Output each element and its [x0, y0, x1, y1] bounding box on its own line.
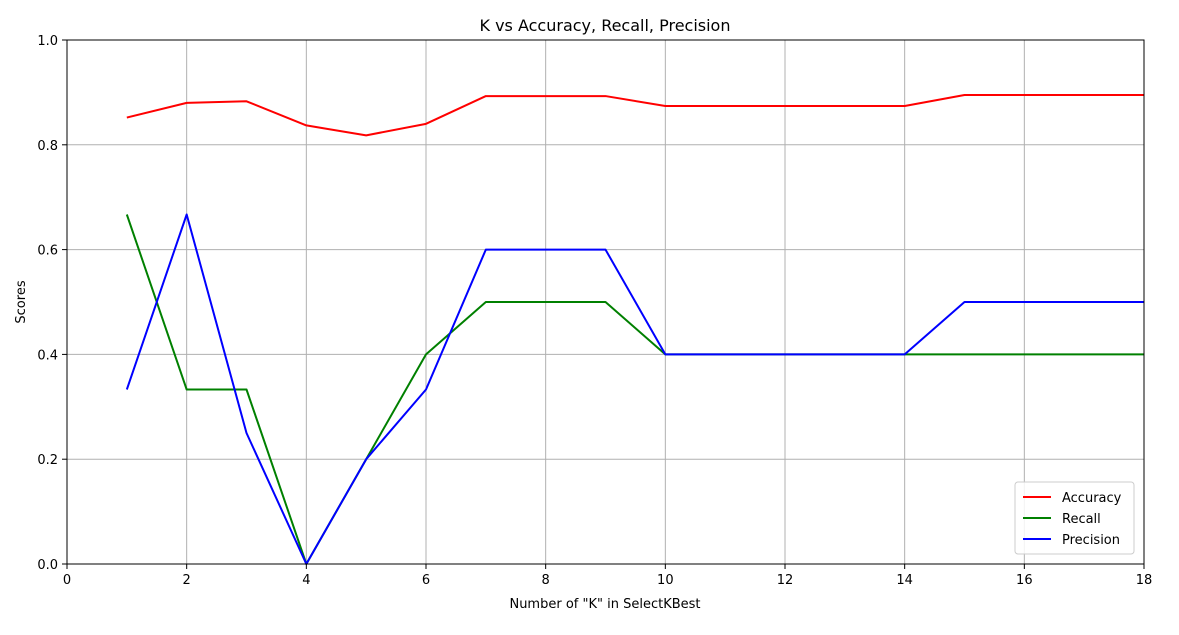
x-tick-label: 0	[63, 573, 71, 588]
tick-labels: 0 2 4 6 8 10 12 14 16 18 0.0 0.2 0.4 0.6 0.8 1.0	[37, 34, 1152, 588]
x-tick-label: 16	[1016, 573, 1033, 588]
chart-title: K vs Accuracy, Recall, Precision	[480, 16, 731, 35]
x-tick-label: 14	[896, 573, 913, 588]
y-tick-label: 0.4	[37, 348, 58, 363]
plot-frame	[66, 39, 1145, 565]
series-line-precision	[125, 213, 1144, 565]
series-line-accuracy	[126, 94, 1144, 137]
x-axis-label: Number of "K" in SelectKBest	[509, 597, 700, 612]
y-tick-label: 0.8	[37, 139, 58, 154]
x-tick-label: 6	[422, 573, 430, 588]
x-tick-label: 12	[777, 573, 794, 588]
series-line-recall	[125, 214, 1144, 565]
legend: Accuracy Recall Precision	[1014, 481, 1135, 555]
series-lines	[125, 94, 1144, 565]
legend-box	[1014, 481, 1135, 555]
legend-label-precision: Precision	[1062, 533, 1120, 548]
x-tick-label: 18	[1136, 573, 1153, 588]
y-tick-label: 0.6	[37, 244, 58, 259]
legend-label-accuracy: Accuracy	[1062, 491, 1122, 506]
x-tick-label: 2	[183, 573, 191, 588]
y-axis-label: Scores	[14, 280, 29, 323]
y-tick-label: 1.0	[37, 34, 58, 49]
y-tick-label: 0.2	[37, 453, 58, 468]
x-tick-label: 4	[302, 573, 310, 588]
y-tick-label: 0.0	[37, 558, 58, 573]
x-tick-label: 10	[657, 573, 674, 588]
legend-label-recall: Recall	[1062, 512, 1101, 527]
x-tick-label: 8	[542, 573, 550, 588]
axes	[66, 39, 1145, 565]
